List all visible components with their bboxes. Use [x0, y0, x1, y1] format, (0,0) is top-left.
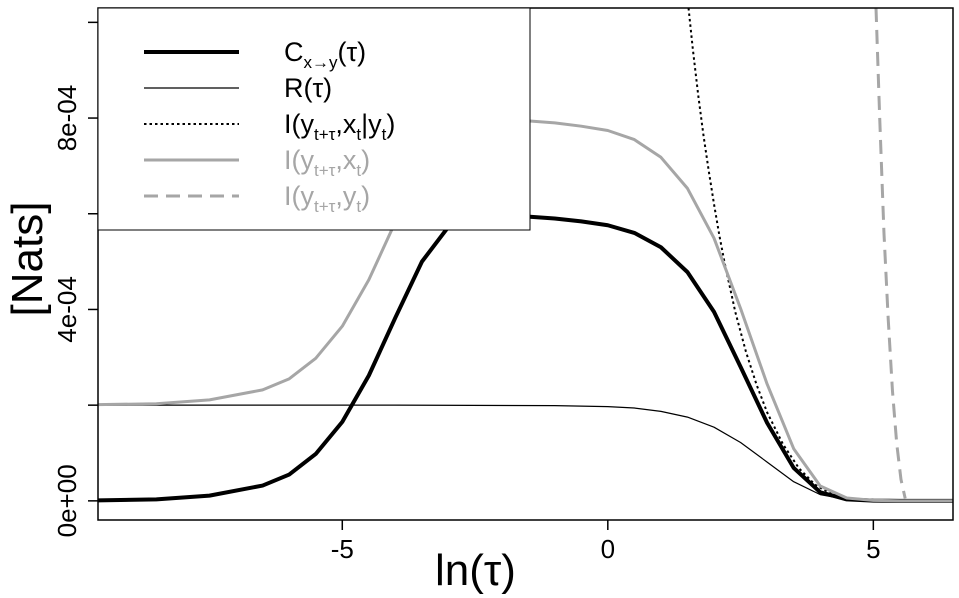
series-line-i_cond	[687, 8, 953, 502]
legend-label: R(τ)	[284, 73, 332, 103]
legend: Cx→y(τ)R(τ) I(yt+τ,xt|yt)I(yt+τ,xt)I(yt+τ…	[97, 7, 531, 231]
y-tick-label: 0e+00	[52, 464, 82, 537]
series-line-i_xy	[98, 117, 953, 503]
legend-label: I(yt+τ,xt)	[284, 145, 370, 180]
legend-label: I(yt+τ,yt)	[284, 181, 370, 216]
legend-label: Cx→y(τ)	[284, 37, 366, 72]
series-line-i_yy	[874, 8, 907, 499]
y-tick-label: 4e-04	[52, 276, 82, 343]
x-tick-label: 0	[601, 534, 615, 564]
legend-label: I(yt+τ,xt|yt)	[284, 109, 395, 144]
legend-box	[97, 7, 531, 231]
y-axis-label: [Nats]	[3, 202, 52, 317]
y-tick-label: 8e-04	[52, 85, 82, 152]
x-tick-label: 5	[866, 534, 880, 564]
series-line-c_xy	[98, 212, 953, 503]
series-layer	[98, 8, 953, 503]
x-axis-label: ln(τ)	[435, 546, 516, 595]
axes-layer: -5 0 5 0e+00 4e-04 8e-04	[52, 21, 881, 564]
x-tick-label: -5	[331, 534, 354, 564]
